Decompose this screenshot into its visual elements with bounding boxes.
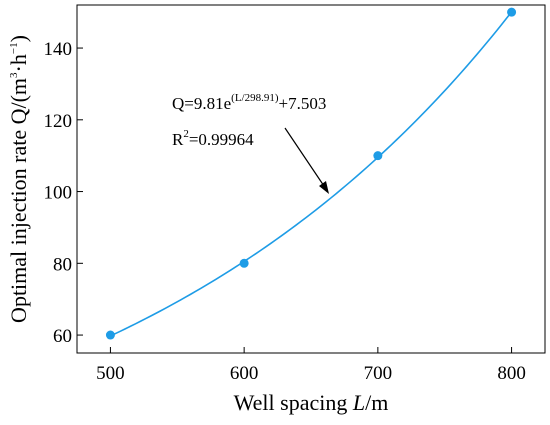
plot-frame — [76, 4, 546, 354]
x-axis-title: Well spacing L/m — [234, 390, 389, 415]
y-tick-label: 120 — [44, 111, 73, 132]
data-point — [373, 151, 383, 161]
x-tick-label: 600 — [230, 363, 259, 384]
y-tick-label: 100 — [44, 183, 73, 204]
x-tick-label: 700 — [364, 363, 393, 384]
annotation-arrow — [284, 127, 327, 190]
y-tick-label: 80 — [53, 254, 72, 275]
axis-tick-labels: 500 600 700 800 60 80 100 120 140 — [44, 39, 526, 384]
fit-equation: Q=9.81e(L/298.91)+7.503 — [172, 92, 326, 113]
annotation-arrowhead — [319, 181, 329, 194]
x-tick-label: 500 — [96, 363, 125, 384]
y-axis-title: Optimal injection rate Q/(m3·h−1) — [6, 35, 31, 323]
axis-ticks — [77, 47, 513, 353]
data-point — [105, 330, 115, 340]
data-points — [105, 7, 517, 340]
fit-curve — [110, 11, 513, 337]
data-point — [507, 7, 517, 17]
y-tick-label: 140 — [44, 39, 73, 60]
data-point — [239, 258, 249, 268]
y-tick-label: 60 — [53, 326, 72, 347]
fit-r-squared: R2=0.99964 — [172, 128, 254, 149]
x-tick-label: 800 — [497, 363, 526, 384]
